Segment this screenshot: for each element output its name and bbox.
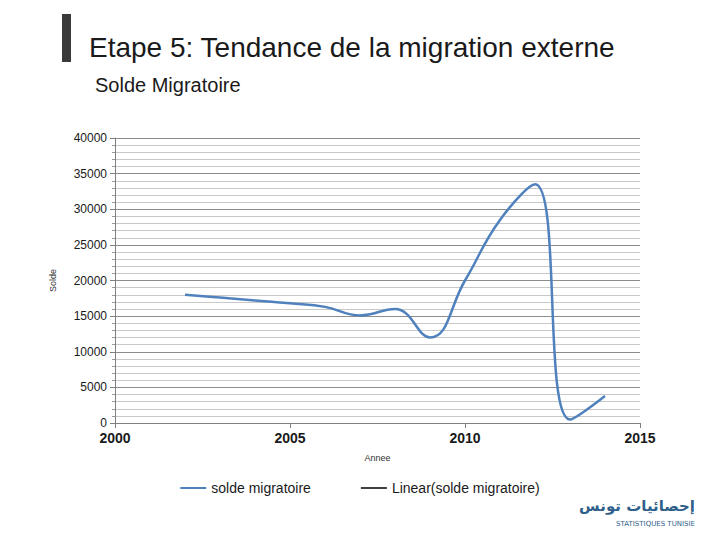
svg-text:2005: 2005 (274, 430, 305, 446)
svg-text:إحصائيات تونس: إحصائيات تونس (579, 497, 695, 515)
svg-text:2010: 2010 (449, 430, 480, 446)
svg-text:30000: 30000 (74, 202, 108, 216)
svg-text:STATISTIQUES TUNISIE: STATISTIQUES TUNISIE (616, 520, 695, 528)
svg-text:Solde: Solde (48, 269, 58, 292)
svg-text:40000: 40000 (74, 131, 108, 145)
svg-text:15000: 15000 (74, 309, 108, 323)
svg-text:0: 0 (100, 416, 107, 430)
svg-text:20000: 20000 (74, 274, 108, 288)
svg-text:2000: 2000 (99, 430, 130, 446)
svg-text:10000: 10000 (74, 345, 108, 359)
svg-text:Linear(solde migratoire): Linear(solde migratoire) (392, 480, 540, 496)
svg-text:Annee: Annee (364, 453, 390, 463)
svg-text:5000: 5000 (80, 380, 107, 394)
svg-text:25000: 25000 (74, 238, 108, 252)
svg-text:Solde Migratoire: Solde Migratoire (95, 74, 241, 96)
svg-text:35000: 35000 (74, 167, 108, 181)
svg-text:2015: 2015 (624, 430, 655, 446)
svg-text:Etape 5: Tendance de la migrat: Etape 5: Tendance de la migration extern… (89, 32, 615, 63)
svg-text:solde migratoire: solde migratoire (211, 480, 311, 496)
